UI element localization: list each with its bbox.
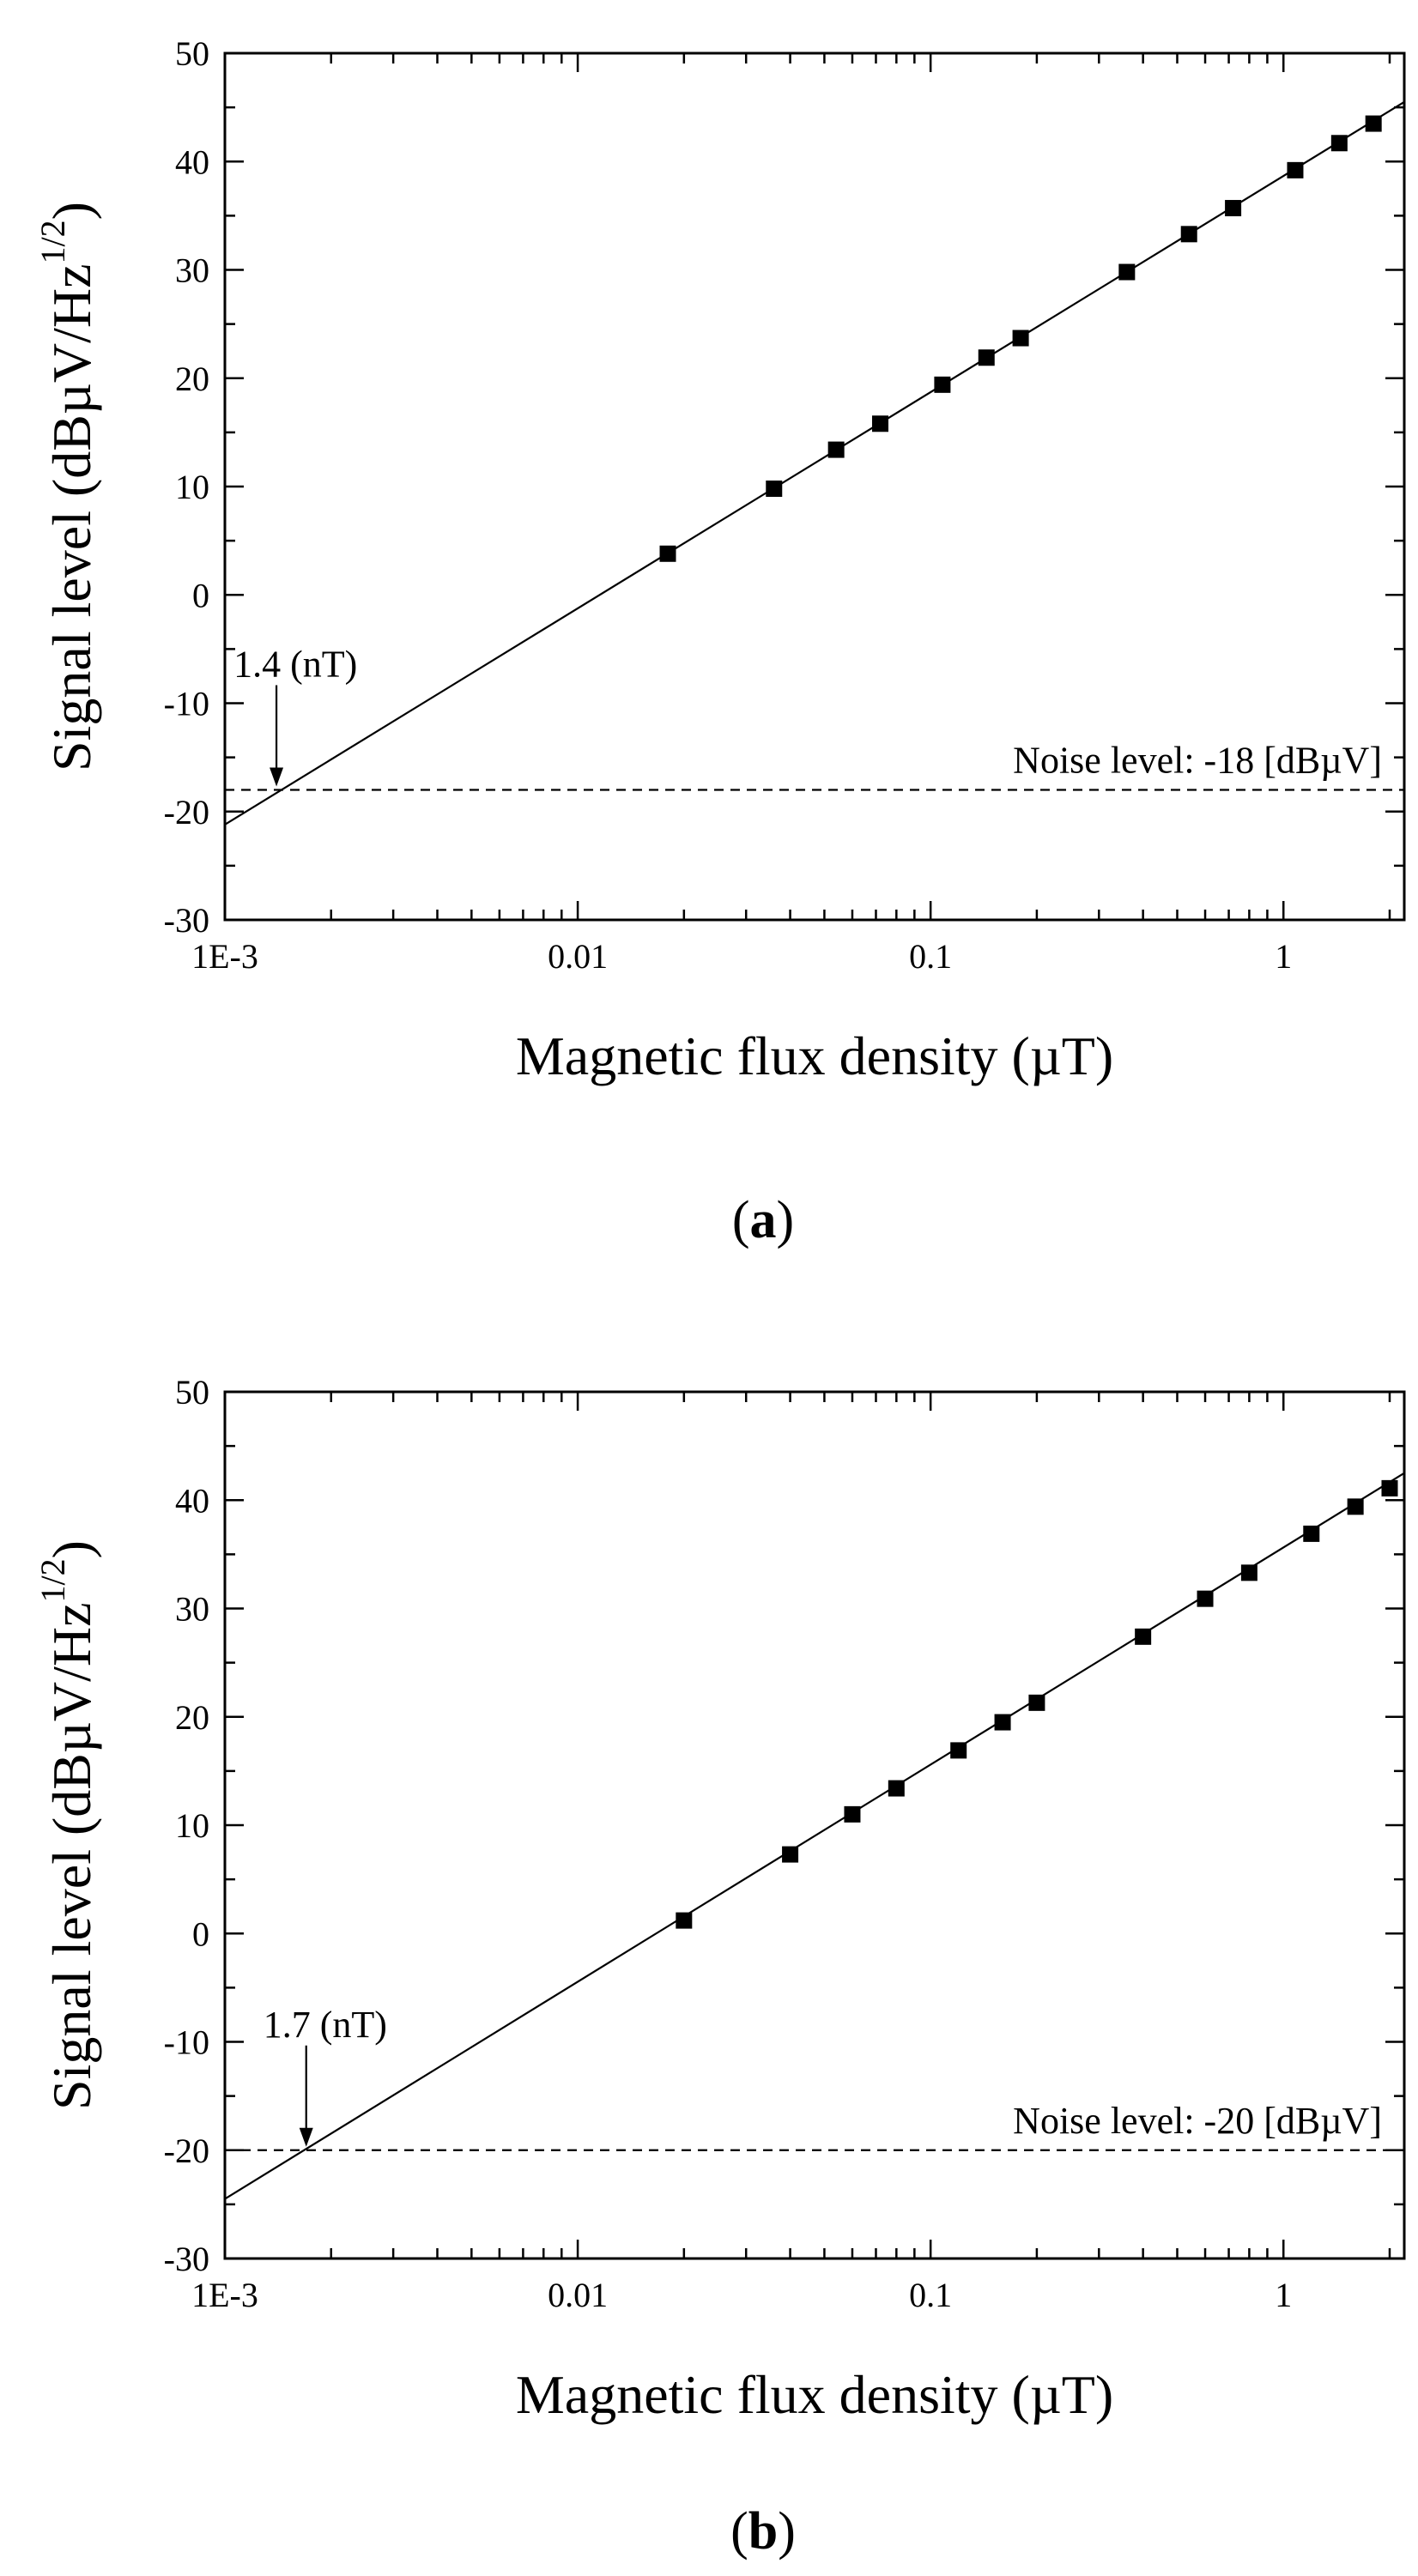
y-tick-label: -30 [164, 901, 209, 940]
data-point [782, 1846, 799, 1863]
arrow-head [270, 767, 284, 787]
data-point [1028, 1694, 1045, 1711]
panel-label-letter: b [748, 2502, 778, 2561]
y-axis-title: Signal level (dBµV/Hz1/2) [33, 202, 102, 771]
data-point [1135, 1628, 1152, 1645]
data-point [1381, 1479, 1398, 1497]
x-tick-label: 0.01 [548, 2276, 608, 2314]
data-point [676, 1912, 693, 1929]
data-point [844, 1805, 861, 1823]
data-markers [659, 115, 1382, 562]
panel-label-letter: a [750, 1191, 777, 1249]
y-tick-label: -30 [164, 2240, 209, 2278]
data-point [1197, 1590, 1214, 1607]
y-axis-title-superscript: 1/2 [33, 1558, 72, 1602]
y-tick-label: 40 [175, 142, 209, 181]
plot-frame [223, 51, 1406, 922]
y-tick-label: -20 [164, 2132, 209, 2170]
y-tick-label: -10 [164, 685, 209, 723]
chart-panel-b: 1E-3 0.01 0.1 1 -30 -20 -10 0 10 20 30 4… [33, 1373, 1406, 2561]
y-tick-label: -20 [164, 793, 209, 831]
y-tick-labels: -30 -20 -10 0 10 20 30 40 50 [164, 34, 209, 940]
data-point [766, 481, 783, 498]
data-point [1365, 115, 1382, 132]
noise-level-label: Noise level: -20 [dBµV] [1013, 2100, 1382, 2142]
data-point [1330, 135, 1348, 152]
y-tick-label: 50 [175, 34, 209, 73]
detection-limit-label: 1.4 (nT) [233, 644, 357, 686]
x-tick-labels: 1E-3 0.01 0.1 1 [191, 2276, 1292, 2314]
data-point [978, 349, 995, 366]
panel-label-close: ) [778, 2502, 796, 2561]
x-ticks [223, 53, 1391, 920]
data-point [1012, 330, 1029, 347]
data-point [1347, 1498, 1364, 1515]
x-tick-label: 1E-3 [191, 937, 258, 976]
x-tick-label: 1E-3 [191, 2276, 258, 2314]
y-axis-title-main: Signal level (dBµV/Hz [41, 1603, 102, 2110]
y-tick-label: -10 [164, 2023, 209, 2062]
data-point [934, 376, 951, 393]
data-point [994, 1714, 1011, 1731]
y-axis-title-close: ) [41, 202, 102, 220]
data-point [1240, 1564, 1257, 1581]
y-axis-title-main: Signal level (dBµV/Hz [41, 264, 102, 771]
y-tick-label: 20 [175, 1698, 209, 1737]
y-axis-title-close: ) [41, 1540, 102, 1558]
data-point [1303, 1525, 1320, 1542]
y-tick-label: 10 [175, 468, 209, 506]
x-tick-label: 0.01 [548, 937, 608, 976]
panel-label: (a) [732, 1191, 794, 1249]
fit-line [224, 1472, 1405, 2200]
arrow-head [299, 2127, 313, 2147]
detection-limit-arrow [299, 2045, 313, 2147]
fit-line [224, 100, 1405, 825]
y-axis-title-superscript: 1/2 [33, 220, 72, 263]
x-axis-title: Magnetic flux density (µT) [516, 1025, 1113, 1086]
y-tick-label: 0 [192, 576, 209, 614]
data-point [659, 545, 676, 562]
data-markers [676, 1479, 1398, 1929]
data-point [1180, 226, 1197, 243]
panel-label-open: ( [730, 2502, 748, 2561]
x-tick-label: 0.1 [909, 2276, 952, 2314]
data-point [888, 1780, 905, 1797]
panel-label-close: ) [777, 1191, 795, 1249]
y-tick-labels: -30 -20 -10 0 10 20 30 40 50 [164, 1373, 209, 2278]
x-axis-title: Magnetic flux density (µT) [516, 2364, 1113, 2425]
x-tick-labels: 1E-3 0.01 0.1 1 [191, 937, 1292, 976]
data-point [1118, 263, 1136, 281]
y-tick-label: 30 [175, 251, 209, 290]
data-point [872, 415, 889, 432]
y-tick-label: 50 [175, 1373, 209, 1412]
chart-panel-a: 1E-3 0.01 0.1 1 -30 -20 -10 0 10 20 30 4… [33, 34, 1406, 1249]
data-point [1287, 161, 1304, 178]
data-point [1225, 200, 1242, 217]
x-tick-label: 1 [1275, 937, 1292, 976]
data-point [950, 1742, 967, 1759]
y-axis-title: Signal level (dBµV/Hz1/2) [33, 1540, 102, 2110]
panel-label: (b) [730, 2502, 796, 2561]
x-tick-label: 0.1 [909, 937, 952, 976]
y-tick-label: 20 [175, 360, 209, 398]
detection-limit-arrow [270, 685, 284, 787]
plot-frame [223, 1390, 1406, 2260]
panel-label-open: ( [732, 1191, 750, 1249]
noise-level-label: Noise level: -18 [dBµV] [1013, 740, 1382, 782]
y-tick-label: 30 [175, 1590, 209, 1629]
y-tick-label: 40 [175, 1481, 209, 1520]
detection-limit-label: 1.7 (nT) [264, 2004, 387, 2046]
y-tick-label: 10 [175, 1806, 209, 1845]
x-tick-label: 1 [1275, 2276, 1292, 2314]
y-tick-label: 0 [192, 1914, 209, 1953]
data-point [827, 441, 845, 458]
